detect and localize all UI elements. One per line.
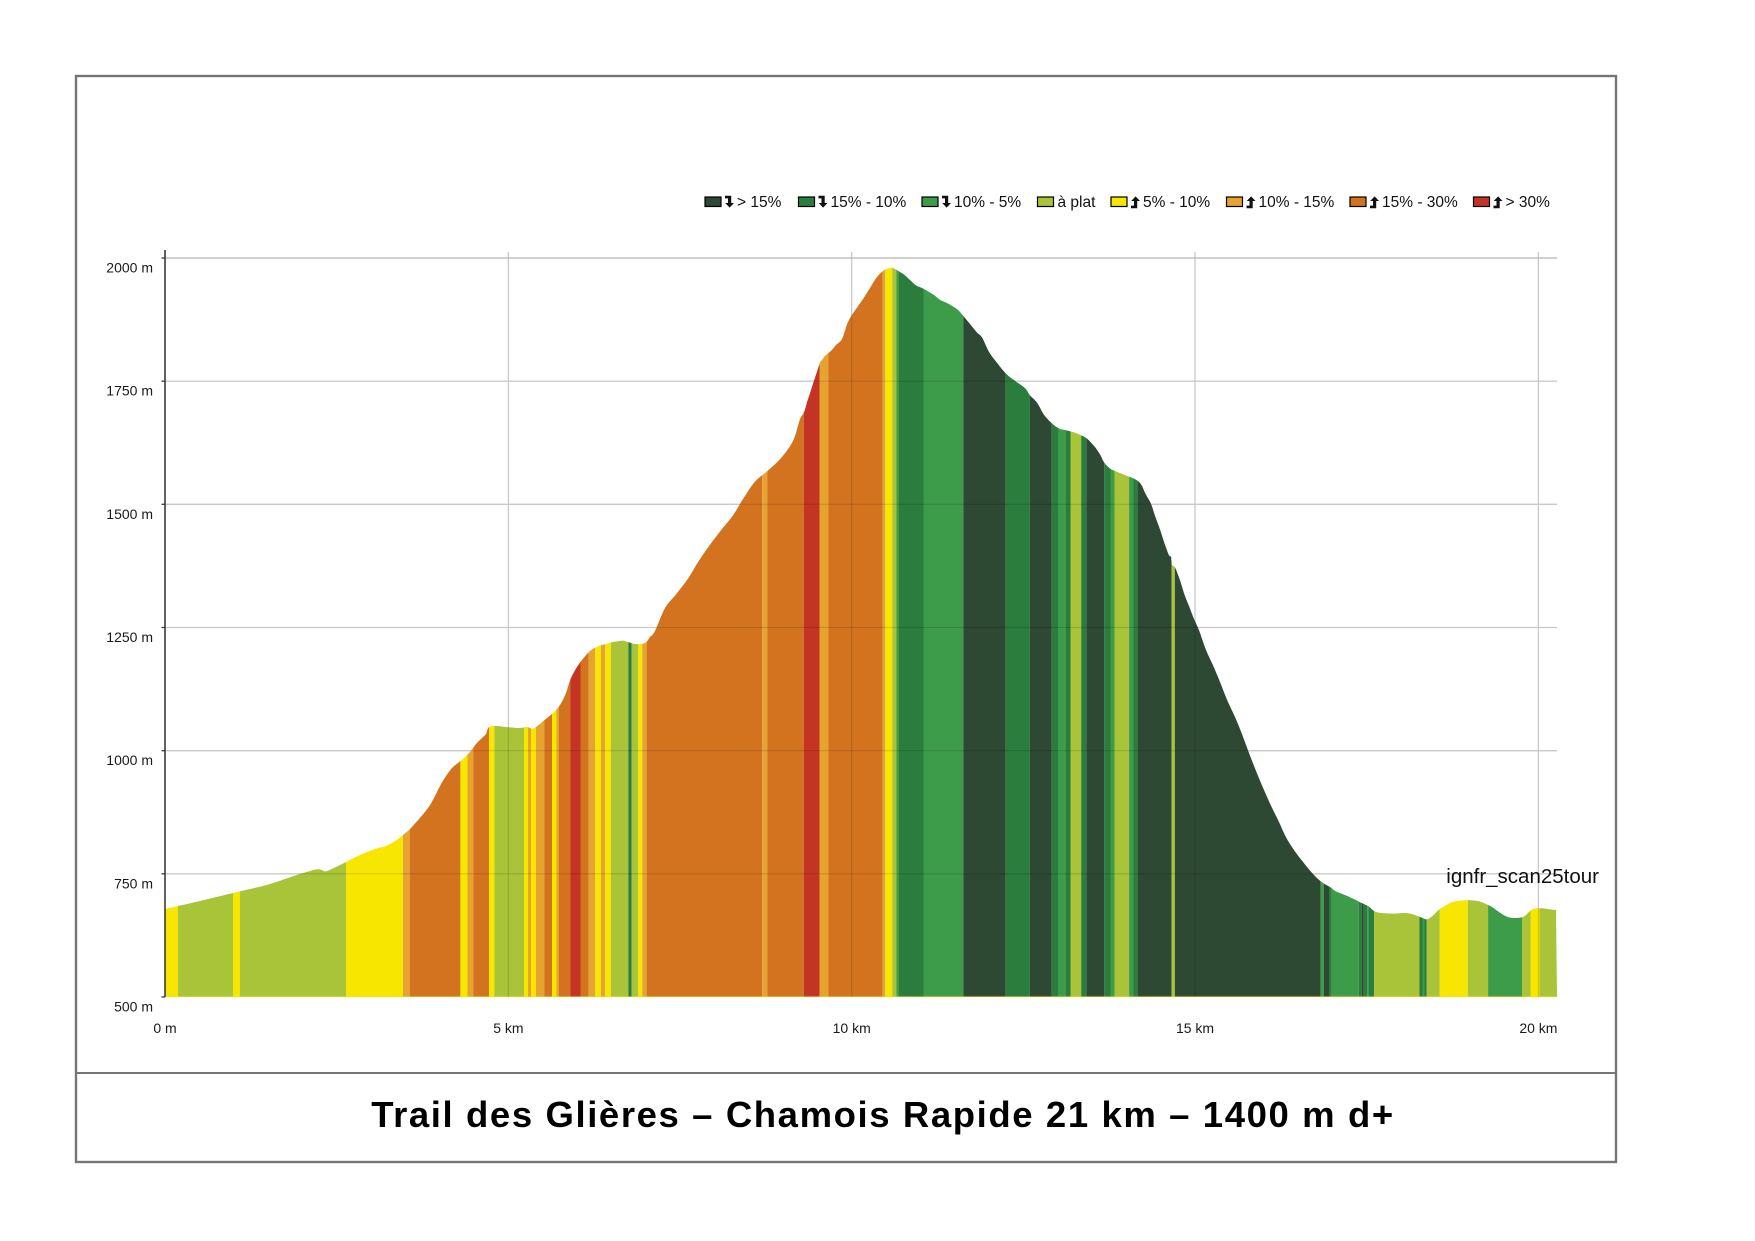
svg-text:5% - 10%: 5% - 10% <box>1143 194 1210 211</box>
svg-text:1750 m: 1750 m <box>106 383 153 399</box>
svg-text:1000 m: 1000 m <box>106 752 153 768</box>
svg-text:15% - 30%: 15% - 30% <box>1382 194 1458 211</box>
svg-text:2000 m: 2000 m <box>106 260 153 276</box>
svg-text:10% - 5%: 10% - 5% <box>954 194 1021 211</box>
svg-text:1500 m: 1500 m <box>106 506 153 522</box>
svg-text:> 30%: > 30% <box>1506 194 1551 211</box>
svg-text:5 km: 5 km <box>493 1020 523 1036</box>
svg-text:> 15%: > 15% <box>737 194 782 211</box>
svg-text:à plat: à plat <box>1058 194 1097 211</box>
svg-text:500 m: 500 m <box>114 999 153 1015</box>
svg-text:1250 m: 1250 m <box>106 629 153 645</box>
svg-text:10% - 15%: 10% - 15% <box>1259 194 1335 211</box>
svg-text:15% - 10%: 15% - 10% <box>831 194 907 211</box>
svg-text:0 m: 0 m <box>153 1020 176 1036</box>
svg-text:750 m: 750 m <box>114 875 153 891</box>
svg-text:10 km: 10 km <box>833 1020 871 1036</box>
svg-text:20 km: 20 km <box>1519 1020 1557 1036</box>
svg-text:ignfr_scan25tour: ignfr_scan25tour <box>1446 865 1599 888</box>
svg-text:Trail des Glières – Chamois Ra: Trail des Glières – Chamois Rapide 21 km… <box>371 1094 1395 1135</box>
svg-text:15 km: 15 km <box>1176 1020 1214 1036</box>
